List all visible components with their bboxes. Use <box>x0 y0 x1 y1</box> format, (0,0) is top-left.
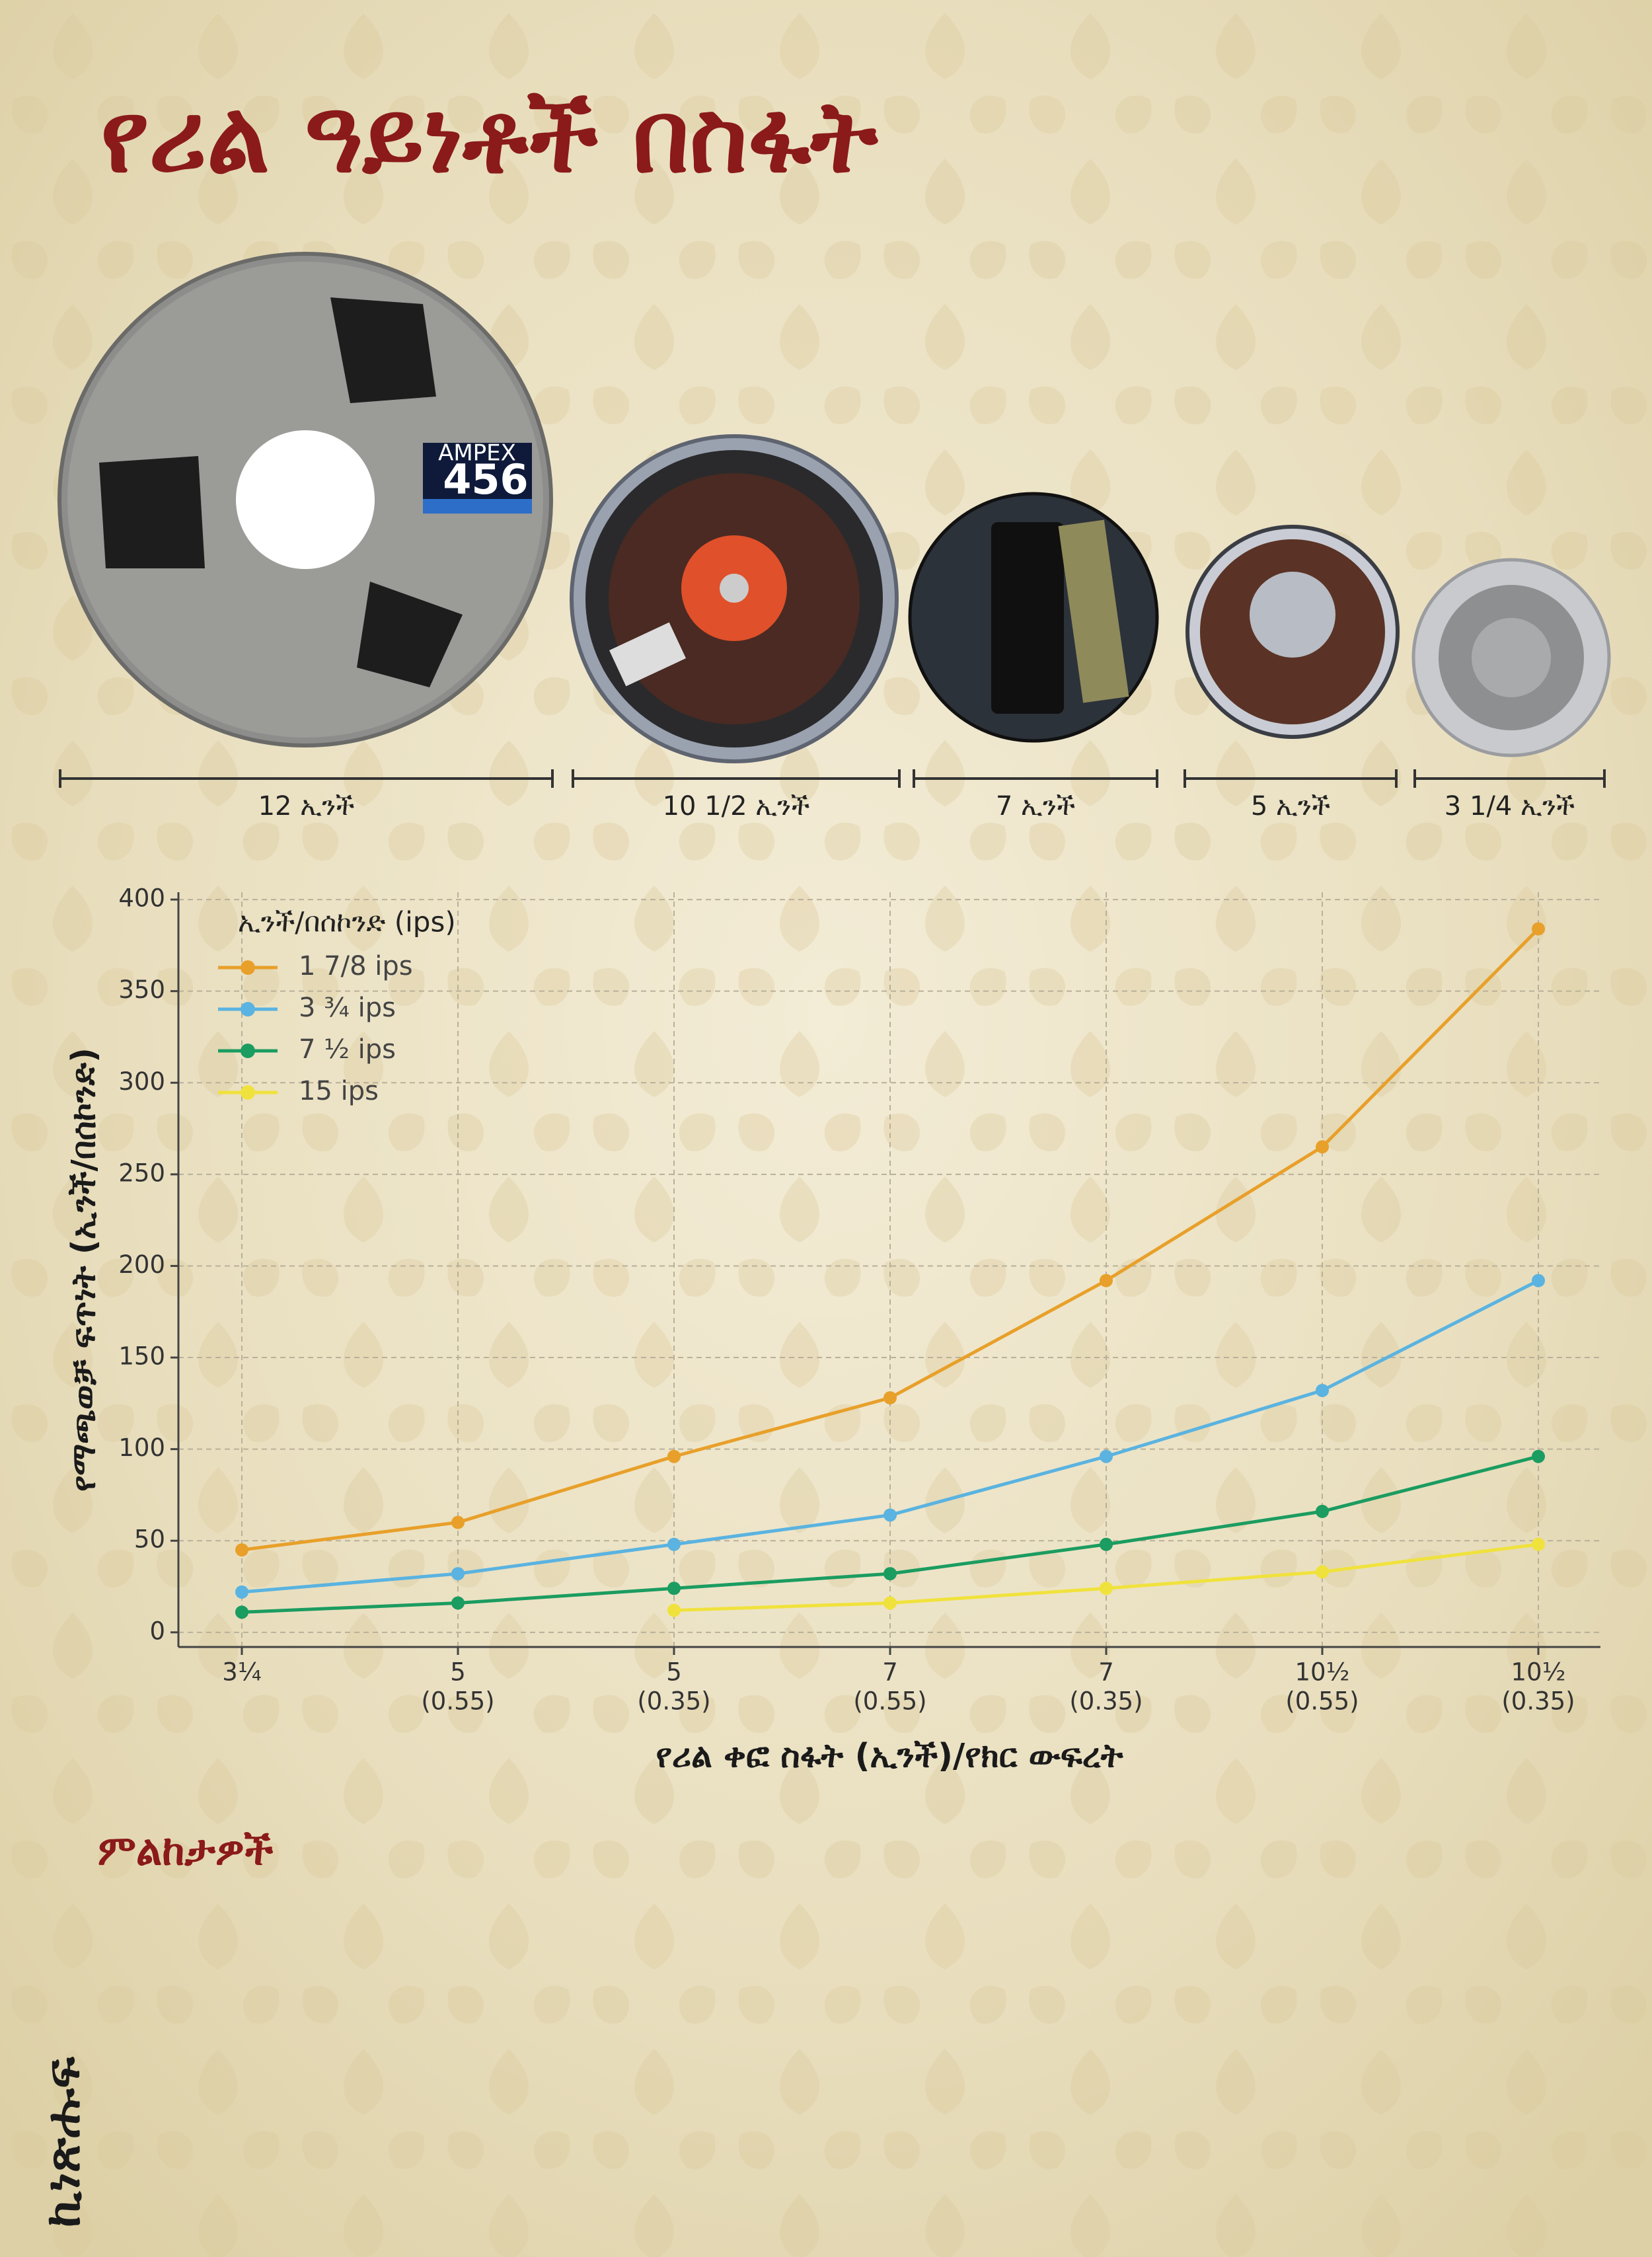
legend-title: ኢንች/በሰኮንድ (ips) <box>238 906 456 938</box>
data-point <box>667 1582 681 1595</box>
x-tick-label: (0.35) <box>1501 1687 1575 1716</box>
x-tick-label: 5 <box>450 1658 466 1687</box>
x-tick-label: 3¼ <box>222 1658 261 1687</box>
y-tick-label: 400 <box>118 884 165 913</box>
legend-marker <box>241 960 255 975</box>
data-point <box>667 1603 681 1617</box>
x-tick-label: 10½ <box>1295 1658 1350 1687</box>
data-point <box>883 1567 897 1581</box>
reel-size-label: 7 ኢንች <box>996 791 1075 822</box>
x-tick-label: 7 <box>1098 1658 1114 1687</box>
y-tick-label: 300 <box>118 1067 165 1096</box>
reel-image <box>1185 525 1400 739</box>
data-point <box>1532 1537 1545 1551</box>
data-point <box>1532 1449 1545 1463</box>
notes-heading: ምልከታዎች <box>98 1826 274 1874</box>
legend-marker <box>241 1085 255 1100</box>
x-tick-label: (0.55) <box>853 1687 926 1716</box>
data-point <box>1100 1582 1113 1595</box>
reel-brand: AMPEX <box>438 440 516 467</box>
y-tick-label: 50 <box>134 1525 165 1554</box>
reel-size-label: 3 1/4 ኢንች <box>1445 791 1575 822</box>
reel-image <box>1411 558 1611 757</box>
reel-image <box>908 492 1159 743</box>
y-tick-label: 100 <box>118 1434 165 1462</box>
data-point <box>451 1567 465 1581</box>
y-tick-label: 200 <box>118 1250 165 1279</box>
x-tick-label: 7 <box>882 1658 898 1687</box>
x-tick-label: 5 <box>666 1658 682 1687</box>
data-point <box>667 1449 681 1463</box>
data-point <box>1100 1274 1113 1287</box>
legend-label: 1 7/8 ips <box>299 951 413 981</box>
size-scale: 12 ኢንች 10 1/2 ኢንች 7 ኢንች 5 ኢንች 3 1/4 ኢንች <box>59 769 1606 822</box>
data-point <box>1100 1537 1113 1551</box>
data-point <box>1316 1565 1329 1579</box>
y-tick-label: 0 <box>149 1617 165 1645</box>
reel-size-label: 5 ኢንች <box>1251 791 1330 822</box>
data-point <box>1100 1449 1113 1463</box>
data-point <box>451 1596 465 1610</box>
reel-image: AMPEX 456 <box>57 252 553 747</box>
data-point <box>1532 1274 1545 1287</box>
x-tick-label: 10½ <box>1511 1658 1566 1687</box>
data-point <box>1316 1140 1329 1154</box>
legend-label: 7 ½ ips <box>299 1034 396 1065</box>
data-point <box>235 1585 248 1599</box>
data-point <box>667 1537 681 1551</box>
data-point <box>1316 1383 1329 1397</box>
y-tick-label: 250 <box>118 1159 165 1187</box>
reel-number: 456 <box>443 455 528 504</box>
x-tick-label: (0.55) <box>421 1687 494 1716</box>
data-point <box>1316 1504 1329 1518</box>
reel-image <box>570 434 899 763</box>
data-point <box>451 1515 465 1529</box>
data-point <box>883 1391 897 1405</box>
y-axis-title: የማጫወቻ ፍጥነት (ኢንች/በሰኮንድ) <box>65 1048 103 1492</box>
y-tick-label: 350 <box>118 975 165 1004</box>
reel-size-label: 12 ኢንች <box>258 791 355 822</box>
x-tick-label: (0.55) <box>1285 1687 1359 1716</box>
page-title: የሪል ዓይነቶች በስፋት <box>100 79 879 195</box>
legend-marker <box>241 1044 255 1058</box>
data-point <box>883 1508 897 1522</box>
x-axis-title: የሪል ቀፎ ስፋት (ኢንች)/የክር ውፍረት <box>656 1737 1123 1775</box>
y-tick-label: 150 <box>118 1342 165 1371</box>
x-tick-label: (0.35) <box>637 1687 710 1716</box>
data-point <box>235 1543 248 1557</box>
legend-label: 3 ¾ ips <box>299 993 396 1023</box>
reel-size-label: 10 1/2 ኢንች <box>663 791 810 822</box>
x-tick-label: (0.35) <box>1069 1687 1143 1716</box>
data-point <box>235 1605 248 1619</box>
logo: ኪነጽሑፍ <box>35 2057 91 2227</box>
legend-marker <box>241 1002 255 1016</box>
legend-label: 15 ips <box>299 1076 379 1106</box>
data-point <box>1532 922 1545 936</box>
data-point <box>883 1596 897 1610</box>
